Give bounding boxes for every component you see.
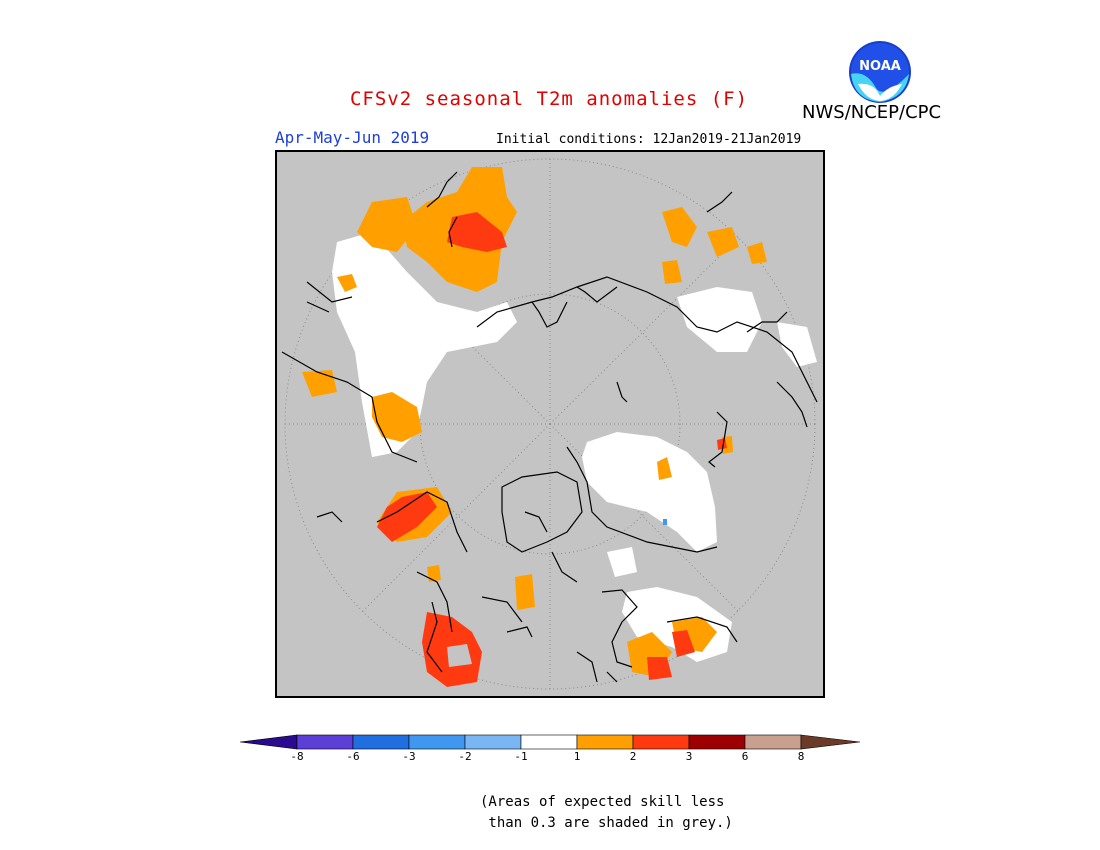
legend-tick: -8 <box>290 750 304 763</box>
legend-tick: 3 <box>685 750 693 763</box>
season-label: Apr-May-Jun 2019 <box>275 128 430 147</box>
initial-conditions-label: Initial conditions: 12Jan2019-21Jan2019 <box>496 132 802 147</box>
legend-tick: -3 <box>402 750 416 763</box>
legend-tick: 2 <box>629 750 637 763</box>
color-legend-bar <box>239 734 861 750</box>
polar-map <box>275 150 825 698</box>
below-normal-area <box>663 519 667 525</box>
color-legend: -8 -6 -3 -2 -1 1 2 3 6 8 <box>239 730 862 763</box>
noaa-logo-text: NOAA <box>859 59 901 74</box>
near-normal-areas <box>332 232 817 662</box>
footnote-line-2: than 0.3 are shaded in grey.) <box>480 815 733 831</box>
legend-tick: 6 <box>741 750 749 763</box>
low-skill-holes <box>447 222 532 667</box>
organization-label: NWS/NCEP/CPC <box>802 102 942 123</box>
map-title: CFSv2 seasonal T2m anomalies (F) <box>0 88 1100 110</box>
above-normal-1-2-areas <box>302 167 767 677</box>
legend-tick: 1 <box>573 750 581 763</box>
noaa-logo: NOAA <box>849 41 911 103</box>
skill-footnote: (Areas of expected skill less than 0.3 a… <box>480 792 733 834</box>
map-title-text: CFSv2 seasonal T2m anomalies (F) <box>349 88 749 110</box>
legend-tick: -1 <box>514 750 528 763</box>
footnote-line-1: (Areas of expected skill less <box>480 794 725 810</box>
polar-map-canvas <box>281 158 818 692</box>
coastlines <box>281 171 818 683</box>
legend-tick: -2 <box>458 750 472 763</box>
legend-tick: -6 <box>346 750 360 763</box>
legend-tick: 8 <box>797 750 805 763</box>
